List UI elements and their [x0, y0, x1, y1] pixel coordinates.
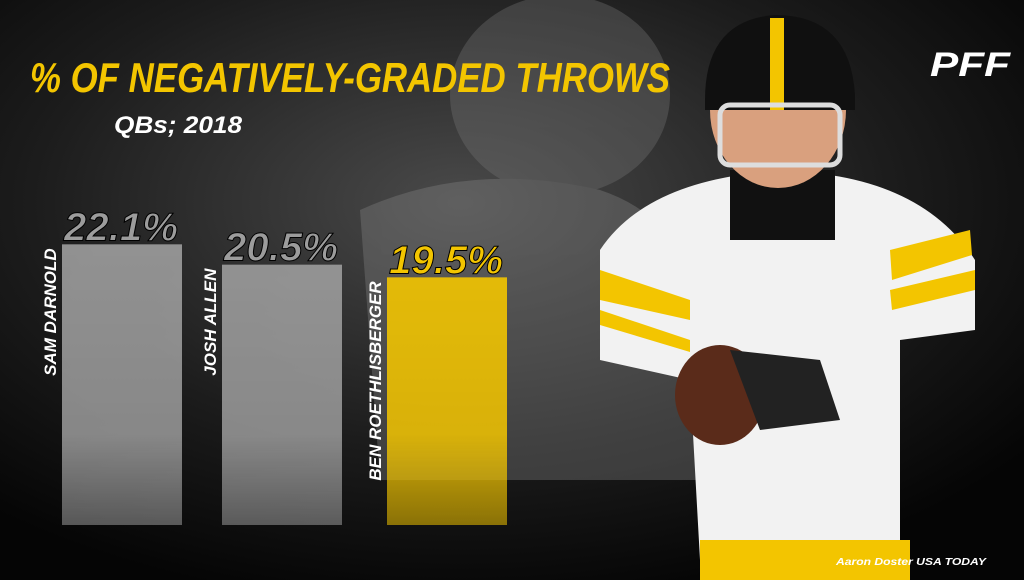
- value-label: 19.5%: [389, 238, 503, 282]
- bars: 22.1%SAM DARNOLD 20.5%JOSH ALLEN 19.5%BEN …: [41, 205, 507, 525]
- category-label: BEN ROETHLISBERGER: [366, 281, 385, 481]
- value-label: 22.1%: [63, 205, 178, 249]
- bar: [222, 264, 342, 525]
- value-label: 20.5%: [223, 226, 338, 270]
- bar: [62, 244, 182, 525]
- chart-title: % OF NEGATIVELY-GRADED THROWS: [30, 54, 670, 101]
- player-photo: [600, 15, 975, 580]
- photo-credit: Aaron Doster USA TODAY: [835, 557, 988, 568]
- category-label: JOSH ALLEN: [201, 268, 220, 376]
- chart-subtitle: QBs; 2018: [114, 112, 243, 139]
- logo: PFF: [930, 46, 1012, 84]
- category-label: SAM DARNOLD: [41, 248, 60, 376]
- bar: [387, 277, 507, 525]
